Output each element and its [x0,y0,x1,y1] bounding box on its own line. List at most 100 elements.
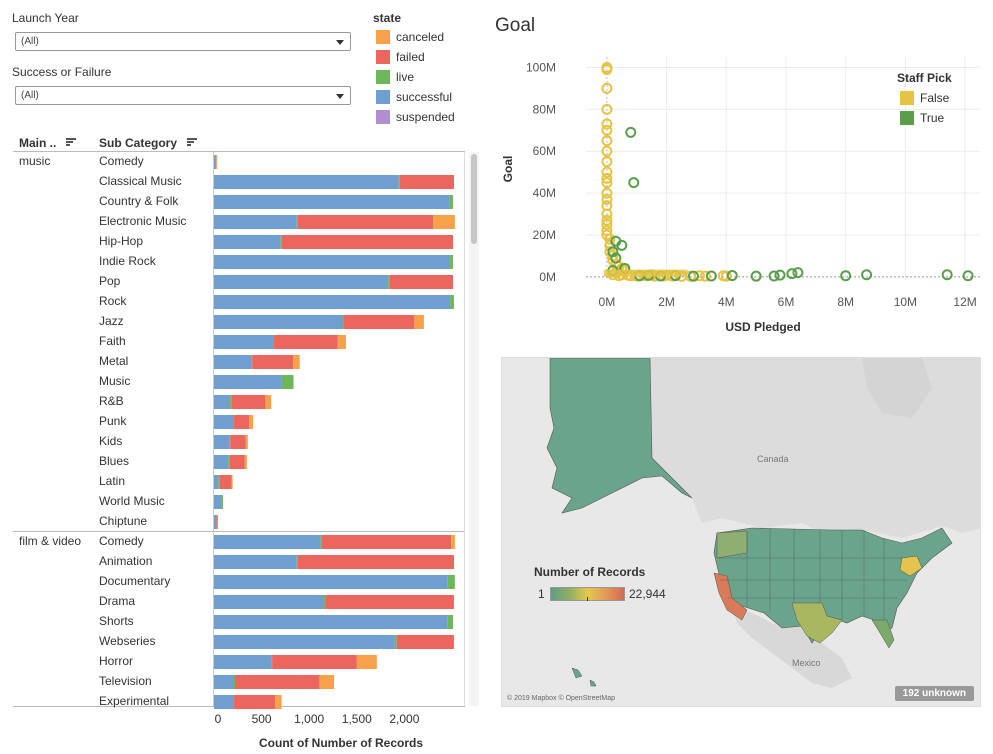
scatter-point-false[interactable] [601,177,613,189]
bar-segment-successful[interactable] [214,255,451,269]
bar-segment-live[interactable] [233,415,235,429]
bar-segment-live[interactable] [296,215,298,229]
bar-segment-canceled[interactable] [244,455,247,469]
bar-segment-failed[interactable] [216,515,218,529]
bar-segment-successful[interactable] [214,695,234,709]
scrollbar-track[interactable] [469,152,479,706]
bar-segment-successful[interactable] [214,415,234,429]
bar-segment-canceled[interactable] [265,395,272,409]
bar-segment-successful[interactable] [214,655,272,669]
bar-segment-successful[interactable] [214,295,451,309]
bar-segment-canceled[interactable] [216,155,218,169]
bar-segment-successful[interactable] [214,535,321,549]
bar-segment-failed[interactable] [389,275,453,289]
bar-segment-live[interactable] [447,575,455,589]
bar-segment-successful[interactable] [214,395,231,409]
bar-segment-failed[interactable] [252,355,294,369]
bar-segment-successful[interactable] [214,455,229,469]
bar-segment-live[interactable] [450,255,453,269]
bar-segment-failed[interactable] [234,695,275,709]
bar-segment-successful[interactable] [214,475,219,489]
bar-segment-successful[interactable] [214,635,395,649]
bar-segment-canceled[interactable] [319,675,334,689]
bar-segment-failed[interactable] [281,235,453,249]
bar-segment-live[interactable] [296,555,298,569]
bar-segment-failed[interactable] [396,635,454,649]
bar-segment-live[interactable] [228,455,230,469]
scatter-point-true[interactable] [792,267,804,279]
bar-segment-successful[interactable] [214,575,448,589]
bar-segment-live[interactable] [394,635,397,649]
scatter-point-true[interactable] [705,270,717,282]
bar-segment-successful[interactable] [214,315,343,329]
scatter-point-false[interactable] [720,270,732,282]
bar-segment-failed[interactable] [321,535,452,549]
scatter-point-true[interactable] [687,270,699,282]
bar-segment-canceled[interactable] [245,435,248,449]
bar-segment-successful[interactable] [214,155,216,169]
launch-year-dropdown[interactable]: (All) [15,32,351,51]
scatter-point-true[interactable] [786,268,798,280]
scatter-point-true[interactable] [962,270,974,282]
bar-segment-live[interactable] [320,535,322,549]
bar-segment-live[interactable] [271,655,273,669]
bar-segment-live[interactable] [281,375,294,389]
bar-segment-live[interactable] [450,295,454,309]
bar-segment-live[interactable] [221,495,224,509]
scatter-point-false[interactable] [601,135,613,147]
bar-segment-live[interactable] [218,475,220,489]
scatter-point-false[interactable] [601,187,613,199]
scatter-point-true[interactable] [616,239,628,251]
scatter-point-true[interactable] [941,269,953,281]
bar-segment-successful[interactable] [214,335,274,349]
scatter-point-false[interactable] [601,124,613,136]
bar-segment-canceled[interactable] [249,415,254,429]
scatter-point-false[interactable] [693,270,705,282]
bar-segment-live[interactable] [447,615,453,629]
bar-segment-live[interactable] [230,395,232,409]
bar-segment-live[interactable] [229,435,231,449]
bar-segment-failed[interactable] [219,475,232,489]
bar-segment-successful[interactable] [214,495,222,509]
scatter-point-false[interactable] [601,218,613,230]
scatter-point-true[interactable] [750,270,762,282]
bar-segment-failed[interactable] [297,555,454,569]
scatter-point-true[interactable] [610,252,622,264]
bar-segment-successful[interactable] [214,355,252,369]
scatter-point-false[interactable] [601,103,613,115]
bar-segment-failed[interactable] [229,455,245,469]
sort-icon[interactable] [66,138,76,146]
bar-segment-canceled[interactable] [414,315,424,329]
bar-segment-live[interactable] [398,175,400,189]
scatter-point-false[interactable] [601,82,613,94]
column-header-sub-category[interactable]: Sub Category [99,136,178,150]
bar-segment-successful[interactable] [214,515,217,529]
map-attribution[interactable]: © 2019 Mapbox © OpenStreetMap [507,695,615,702]
scatter-point-false[interactable] [601,193,613,205]
bar-segment-live[interactable] [280,235,282,249]
us-map[interactable]: Canada Mexico Number of Records 1 22,944… [501,357,981,707]
scatter-point-false[interactable] [699,270,711,282]
bar-segment-successful[interactable] [214,235,281,249]
bar-segment-successful[interactable] [214,435,230,449]
scrollbar-thumb[interactable] [471,154,477,244]
bar-segment-failed[interactable] [274,335,338,349]
bar-segment-failed[interactable] [231,395,266,409]
scatter-point-false[interactable] [601,166,613,178]
scatter-point-true[interactable] [726,270,738,282]
bar-segment-canceled[interactable] [337,335,346,349]
bar-segment-successful[interactable] [214,675,234,689]
bar-segment-successful[interactable] [214,275,389,289]
bar-segment-successful[interactable] [214,375,282,389]
sort-icon[interactable] [187,138,197,146]
bar-segment-canceled[interactable] [356,655,377,669]
scatter-point-true[interactable] [774,269,786,281]
scatter-point-true[interactable] [607,246,619,258]
bar-segment-live[interactable] [251,355,253,369]
bar-segment-canceled[interactable] [274,695,282,709]
bar-segment-successful[interactable] [214,555,297,569]
bar-segment-failed[interactable] [297,215,434,229]
bar-segment-canceled[interactable] [293,355,300,369]
bar-segment-failed[interactable] [230,435,246,449]
bar-segment-live[interactable] [233,675,235,689]
